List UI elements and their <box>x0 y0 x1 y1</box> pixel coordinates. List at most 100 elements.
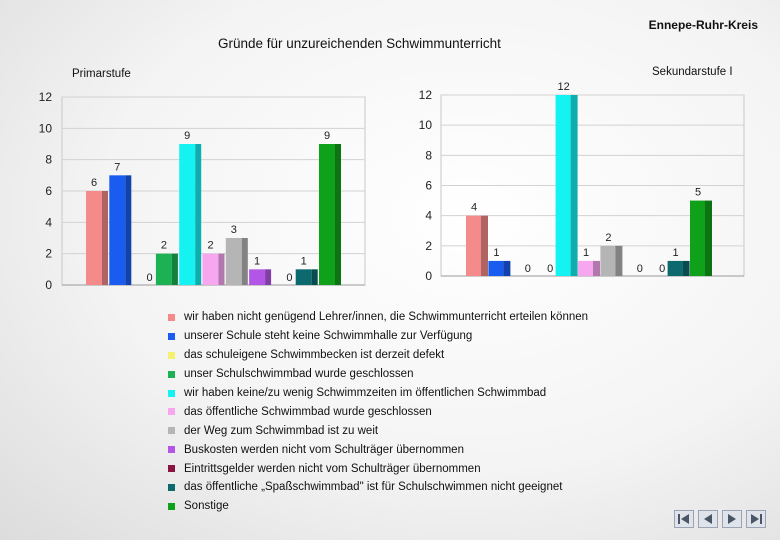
y-tick-label: 4 <box>45 215 52 229</box>
data-label: 9 <box>324 130 330 142</box>
bar-side <box>171 253 178 285</box>
legend-swatch <box>168 502 175 510</box>
y-tick-label: 8 <box>425 148 432 162</box>
bar <box>319 144 335 285</box>
bar-side <box>570 95 578 276</box>
data-label: 1 <box>673 247 679 259</box>
last-slide-icon[interactable] <box>746 510 766 528</box>
bar-side <box>593 260 600 276</box>
bar <box>225 238 242 285</box>
legend-item: wir haben keine/zu wenig Schwimmzeiten i… <box>168 384 588 403</box>
data-label: 2 <box>207 240 213 252</box>
y-tick-label: 12 <box>419 88 433 102</box>
legend-label: der Weg zum Schwimmbad ist zu weit <box>184 424 379 437</box>
bar-side <box>218 253 225 285</box>
first-slide-icon[interactable] <box>674 510 694 528</box>
bar-side <box>265 269 272 285</box>
y-tick-label: 6 <box>425 179 432 193</box>
legend-swatch <box>168 389 175 397</box>
legend-swatch <box>168 332 175 340</box>
bar <box>600 245 616 276</box>
data-label: 6 <box>91 177 97 189</box>
y-tick-label: 6 <box>45 184 52 198</box>
legend-label: Sonstige <box>184 500 229 513</box>
sekundarstufe-chart-title: Sekundarstufe I <box>652 66 733 78</box>
primarstufe-chart-title: Primarstufe <box>72 68 131 80</box>
legend-item: unserer Schule steht keine Schwimmhalle … <box>168 327 588 346</box>
slide-navigation <box>674 510 766 528</box>
legend-label: Buskosten werden nicht vom Schulträger ü… <box>184 443 464 456</box>
bar <box>155 253 172 285</box>
data-label: 0 <box>286 272 292 284</box>
y-tick-label: 10 <box>39 121 53 135</box>
bar-side <box>503 260 511 276</box>
previous-slide-icon[interactable] <box>698 510 718 528</box>
data-label: 0 <box>637 263 643 275</box>
bar-side <box>102 191 108 285</box>
chart-main-title: Gründe für unzureichenden Schwimmunterri… <box>218 36 501 51</box>
legend-item: wir haben nicht genügend Lehrer/innen, d… <box>168 308 588 327</box>
legend-item: Buskosten werden nicht vom Schulträger ü… <box>168 440 588 459</box>
bar <box>667 260 683 276</box>
data-label: 0 <box>659 263 665 275</box>
legend-swatch <box>168 483 175 491</box>
data-label: 1 <box>301 255 307 267</box>
bar-side <box>125 175 132 285</box>
legend-swatch <box>168 446 175 454</box>
data-label: 2 <box>161 240 167 252</box>
y-tick-label: 2 <box>45 247 52 261</box>
y-tick-label: 10 <box>419 118 433 132</box>
bar-side <box>241 238 248 285</box>
y-tick-label: 8 <box>45 153 52 167</box>
legend-label: das schuleigene Schwimmbecken ist derzei… <box>184 349 445 362</box>
bar <box>86 191 102 285</box>
data-label: 3 <box>231 224 237 236</box>
legend-item: das öffentliche Schwimmbad wurde geschlo… <box>168 402 588 421</box>
legend-swatch <box>168 465 175 473</box>
bar <box>109 175 126 285</box>
bar <box>488 260 504 276</box>
data-label: 12 <box>557 81 569 93</box>
bar <box>466 215 481 276</box>
y-tick-label: 4 <box>425 209 432 223</box>
legend-swatch <box>168 408 175 416</box>
brand-label: Ennepe-Ruhr-Kreis <box>648 18 758 32</box>
bar <box>555 95 571 276</box>
bar <box>202 253 219 285</box>
data-label: 1 <box>254 255 260 267</box>
legend-label: wir haben nicht genügend Lehrer/innen, d… <box>184 311 589 324</box>
legend-item: Sonstige <box>168 497 588 516</box>
y-tick-label: 0 <box>425 269 432 283</box>
bar-side <box>311 269 318 285</box>
bar-side <box>615 245 623 276</box>
legend-item: unser Schulschwimmbad wurde geschlossen <box>168 365 588 384</box>
legend-swatch <box>168 370 175 378</box>
data-label: 1 <box>583 247 589 259</box>
next-slide-icon[interactable] <box>722 510 742 528</box>
data-label: 2 <box>605 232 611 244</box>
legend-item: das schuleigene Schwimmbecken ist derzei… <box>168 346 588 365</box>
legend-swatch <box>168 313 175 321</box>
legend-label: wir haben keine/zu wenig Schwimmzeiten i… <box>184 387 547 399</box>
data-label: 5 <box>695 187 701 199</box>
bar-side <box>481 215 488 276</box>
y-tick-label: 0 <box>45 278 52 292</box>
legend-swatch <box>168 427 175 435</box>
y-tick-label: 2 <box>425 239 432 253</box>
legend-item: der Weg zum Schwimmbad ist zu weit <box>168 421 588 440</box>
y-tick-label: 12 <box>39 90 53 104</box>
bar-side <box>705 200 712 276</box>
legend-label: Eintrittsgelder werden nicht vom Schultr… <box>184 462 481 475</box>
data-label: 0 <box>525 263 531 275</box>
legend-label: das öffentliche „Spaßschwimmbad" ist für… <box>184 481 563 494</box>
bar <box>249 269 266 285</box>
bar <box>578 260 593 276</box>
bar <box>295 269 312 285</box>
bar-side <box>335 144 341 285</box>
data-label: 7 <box>114 161 120 173</box>
bar-side <box>195 144 202 285</box>
legend-label: unser Schulschwimmbad wurde geschlossen <box>184 368 414 381</box>
data-label: 4 <box>471 202 477 214</box>
legend-label: unserer Schule steht keine Schwimmhalle … <box>184 330 473 343</box>
